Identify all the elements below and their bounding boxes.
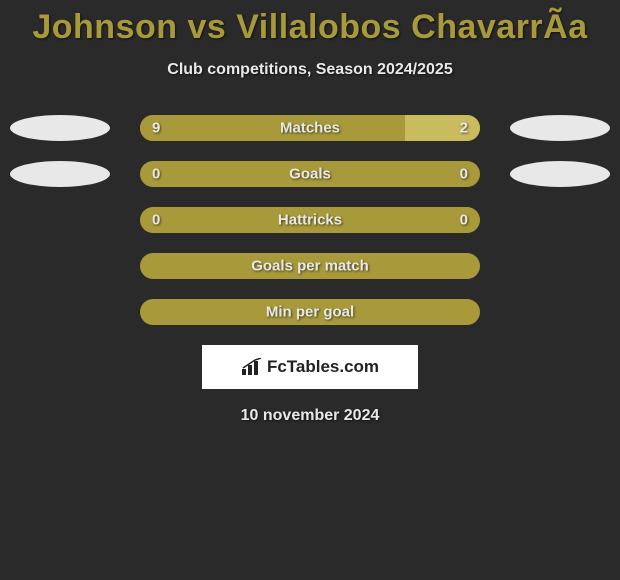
stat-left-value: 0 [152,212,160,229]
stat-label: Goals per match [251,258,369,275]
player-right-oval [510,161,610,187]
stat-label: Matches [280,120,340,137]
bar-left-segment [140,115,405,141]
bar-right-segment [405,115,480,141]
logo-inner: FcTables.com [241,357,379,377]
stat-label: Min per goal [266,304,354,321]
stat-bar-goals: 0 Goals 0 [140,161,480,187]
stat-right-value: 2 [460,120,468,137]
source-logo[interactable]: FcTables.com [202,345,418,389]
page-title: Johnson vs Villalobos ChavarrÃ­a [0,0,620,47]
stat-row-matches: 9 Matches 2 [0,115,620,141]
logo-text: FcTables.com [267,357,379,377]
stat-left-value: 9 [152,120,160,137]
stat-left-value: 0 [152,166,160,183]
subtitle: Club competitions, Season 2024/2025 [0,61,620,79]
stat-label: Goals [289,166,331,183]
bars-icon [241,358,263,376]
stat-bar-goals-per-match: Goals per match [140,253,480,279]
stat-bar-matches: 9 Matches 2 [140,115,480,141]
date-text: 10 november 2024 [0,407,620,425]
player-right-oval [510,115,610,141]
stat-bar-min-per-goal: Min per goal [140,299,480,325]
stat-bar-hattricks: 0 Hattricks 0 [140,207,480,233]
stat-label: Hattricks [278,212,342,229]
stat-right-value: 0 [460,166,468,183]
stat-right-value: 0 [460,212,468,229]
player-left-oval [10,115,110,141]
widget-container: Johnson vs Villalobos ChavarrÃ­a Club co… [0,0,620,580]
stats-area: 9 Matches 2 0 Goals 0 0 [0,115,620,425]
stat-row-goals: 0 Goals 0 [0,161,620,187]
stat-row-hattricks: 0 Hattricks 0 [0,207,620,233]
player-left-oval [10,161,110,187]
